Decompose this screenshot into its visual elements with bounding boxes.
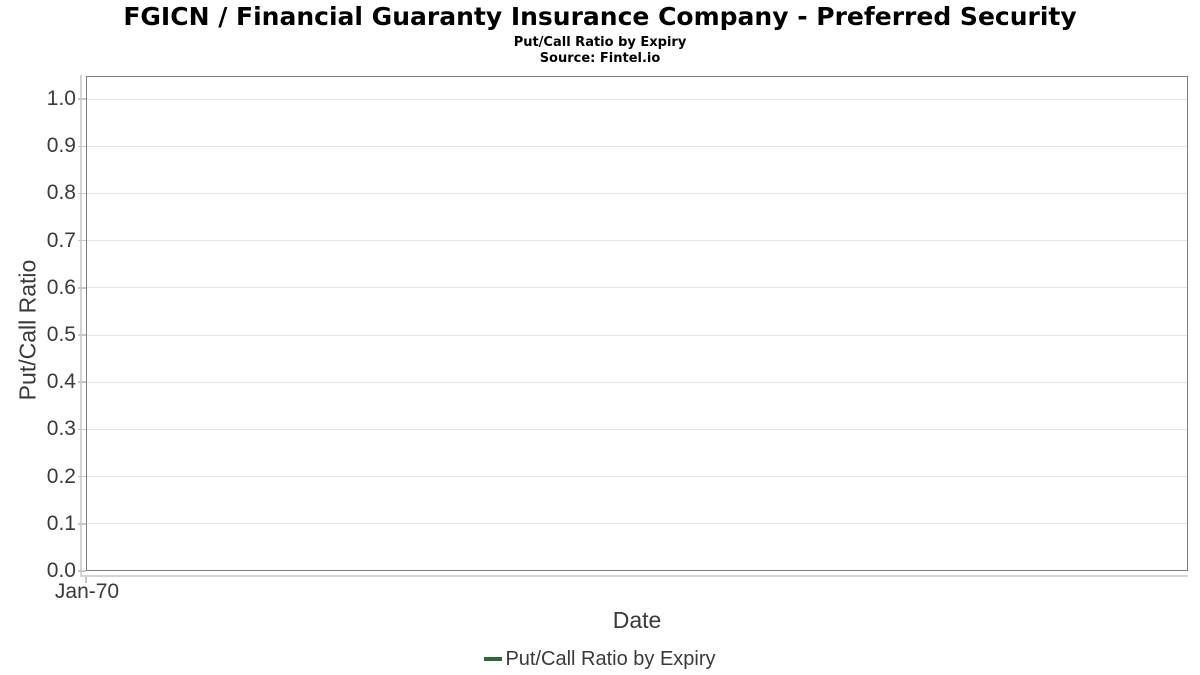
legend-item-put-call-ratio[interactable]: Put/Call Ratio by Expiry [484, 647, 716, 671]
y-tick-mark [78, 523, 86, 525]
y-tick-mark [78, 381, 86, 383]
y-axis-tick-label: 0.9 [46, 134, 76, 158]
y-tick-mark [78, 570, 86, 572]
y-axis-line [80, 75, 82, 577]
y-gridline [87, 334, 1187, 336]
y-axis-tick-label: 0.1 [46, 511, 76, 535]
y-gridline [87, 98, 1187, 100]
y-axis-tick-label: 0.4 [46, 370, 76, 394]
legend: Put/Call Ratio by Expiry [0, 646, 1200, 672]
legend-label: Put/Call Ratio by Expiry [505, 647, 716, 670]
y-tick-mark [78, 239, 86, 242]
y-gridline [87, 240, 1187, 242]
x-axis-title: Date [612, 607, 662, 633]
x-axis-tick-label: Jan-70 [54, 580, 120, 603]
y-axis-tick-label: 0.0 [46, 559, 76, 582]
y-tick-mark [78, 334, 86, 336]
y-gridline [87, 287, 1187, 289]
y-tick-mark [78, 145, 86, 148]
plot-area [86, 76, 1188, 571]
x-tick-mark [85, 577, 87, 583]
y-gridline [87, 476, 1187, 478]
y-gridline [87, 381, 1187, 383]
y-axis-tick-label: 0.6 [46, 275, 76, 299]
y-gridline [87, 428, 1187, 430]
chart-source: Source: Fintel.io [539, 51, 661, 66]
y-tick-mark [78, 428, 86, 431]
y-axis-tick-label: 0.7 [46, 228, 76, 252]
y-tick-mark [78, 287, 86, 289]
x-axis-line [80, 575, 1188, 577]
y-gridline [87, 192, 1187, 194]
y-gridline [87, 145, 1187, 147]
chart-title: FGICN / Financial Guaranty Insurance Com… [123, 2, 1077, 31]
y-tick-mark [78, 192, 86, 195]
y-axis-tick-label: 1.0 [46, 87, 76, 111]
y-tick-mark [78, 98, 86, 100]
legend-line-marker [484, 657, 503, 661]
y-axis-tick-label: 0.5 [46, 323, 76, 347]
chart-subtitle: Put/Call Ratio by Expiry [513, 35, 687, 50]
y-tick-mark [78, 475, 86, 478]
y-gridline [87, 523, 1187, 525]
y-axis-tick-label: 0.3 [46, 417, 76, 441]
y-axis-tick-label: 0.8 [46, 181, 76, 205]
y-axis-tick-label: 0.2 [46, 464, 76, 488]
y-axis-title: Put/Call Ratio [14, 259, 41, 401]
